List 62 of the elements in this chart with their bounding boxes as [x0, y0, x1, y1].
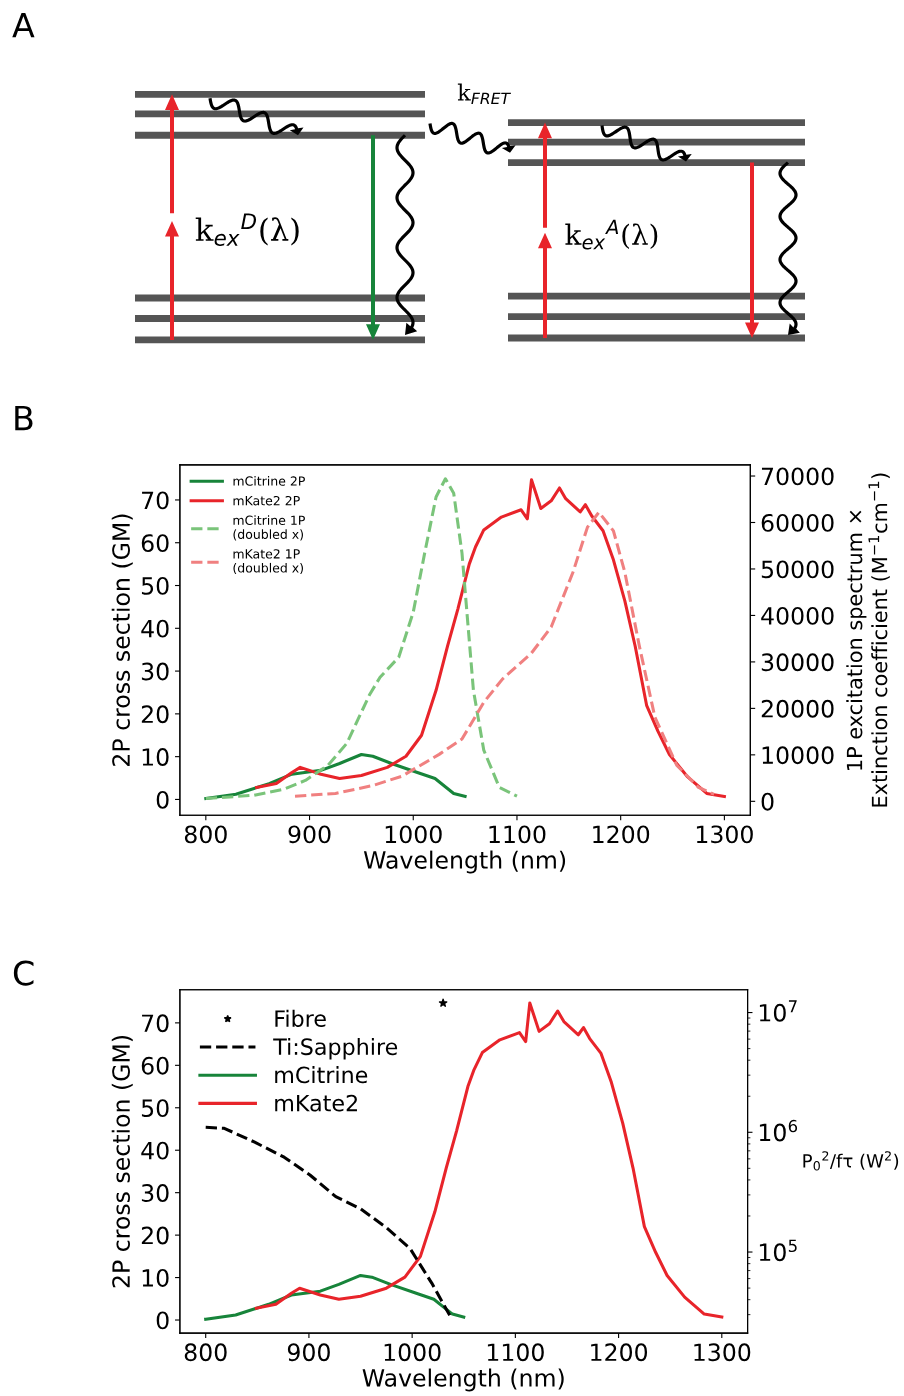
y2-axis-title: P$_{0}$$^{2}$/fτ (W$^{2}$) [803, 1151, 899, 1171]
y2-tick-label: 10000 [762, 746, 834, 765]
legend-label: mKate2 [275, 1094, 357, 1112]
chart-title: C [13, 960, 34, 986]
y2-tick-label: 10$^{6}$ [759, 1119, 798, 1142]
x-tick-label: 1200 [593, 825, 650, 844]
x-tick-label: 900 [288, 825, 331, 844]
y2-tick-label: 40000 [761, 606, 834, 625]
x-tick-label: 900 [287, 1343, 330, 1362]
y-axis-title: 2P cross section (GM) [111, 514, 133, 766]
x-tick-label: 1000 [385, 825, 442, 844]
y2-tick-label: 70000 [761, 467, 834, 486]
line-series [254, 1001, 724, 1319]
y-tick-label: 30 [141, 662, 169, 681]
x-axis-title: Wavelength (nm) [362, 1368, 564, 1392]
x-tick-label: 800 [184, 1343, 227, 1362]
y2-axis-title: 1P excitation spectrum × Extinction coefficient (M$^{−1}$cm$^{−1}$) [846, 473, 890, 807]
legend-label: mCitrine [275, 1066, 368, 1084]
y-tick-label: 20 [141, 705, 169, 724]
y-tick-label: 70 [142, 1014, 169, 1033]
y-tick-label: 40 [141, 619, 169, 638]
y2-tick-label: 50000 [761, 560, 834, 579]
text: k$_{FRET}$ [457, 83, 511, 105]
x-axis-title: Wavelength (nm) [363, 850, 566, 874]
y-tick-label: 60 [141, 1056, 169, 1075]
text: k$_{ex}$$^{D}$(λ) [195, 213, 299, 247]
y2-tick-label: 10$^{5}$ [759, 1239, 797, 1262]
y-tick-label: 60 [141, 534, 169, 553]
y-tick-label: 40 [141, 1141, 169, 1160]
x-tick-label: 1300 [694, 1343, 751, 1362]
text: A [12, 12, 35, 38]
x-tick-label: 800 [184, 825, 227, 844]
line-series [204, 477, 519, 801]
y-tick-label: 30 [141, 1184, 169, 1202]
x-tick-label: 1300 [696, 825, 753, 844]
legend-label: Fibre [275, 1009, 326, 1027]
y-tick-label: 20 [141, 1226, 169, 1245]
legend-label: mCitrine 1P (doubled x) [233, 515, 305, 541]
y-tick-label: 0 [156, 1311, 169, 1330]
legend-label: mKate2 2P [233, 495, 300, 506]
x-tick-label: 1100 [489, 825, 546, 844]
legend-label: mKate2 1P (doubled x) [233, 549, 303, 575]
y-tick-label: 50 [141, 576, 169, 595]
text: k$_{ex}$$^{A}$(λ) [565, 219, 658, 250]
legend-label: Ti:Sapphire [273, 1037, 398, 1060]
legend-label: mCitrine 2P [233, 476, 305, 486]
y-tick-label: 0 [156, 790, 169, 809]
chart-title: B [15, 405, 33, 431]
y-tick-label: 10 [142, 1269, 169, 1287]
y-tick-label: 50 [141, 1099, 169, 1118]
y-tick-label: 10 [142, 748, 169, 766]
x-tick-label: 1200 [591, 1343, 648, 1362]
line-series [204, 1125, 452, 1318]
y2-tick-label: 60000 [761, 513, 834, 532]
y2-tick-label: 30000 [761, 653, 834, 672]
y2-tick-label: 0 [761, 792, 774, 811]
y2-tick-label: 20000 [761, 699, 834, 718]
y-tick-label: 70 [142, 491, 169, 510]
y2-tick-label: 10$^{7}$ [759, 1000, 797, 1022]
x-tick-label: 1100 [487, 1343, 544, 1362]
x-tick-label: 1000 [384, 1343, 441, 1362]
y-axis-title: 2P cross section (GM) [111, 1035, 133, 1288]
